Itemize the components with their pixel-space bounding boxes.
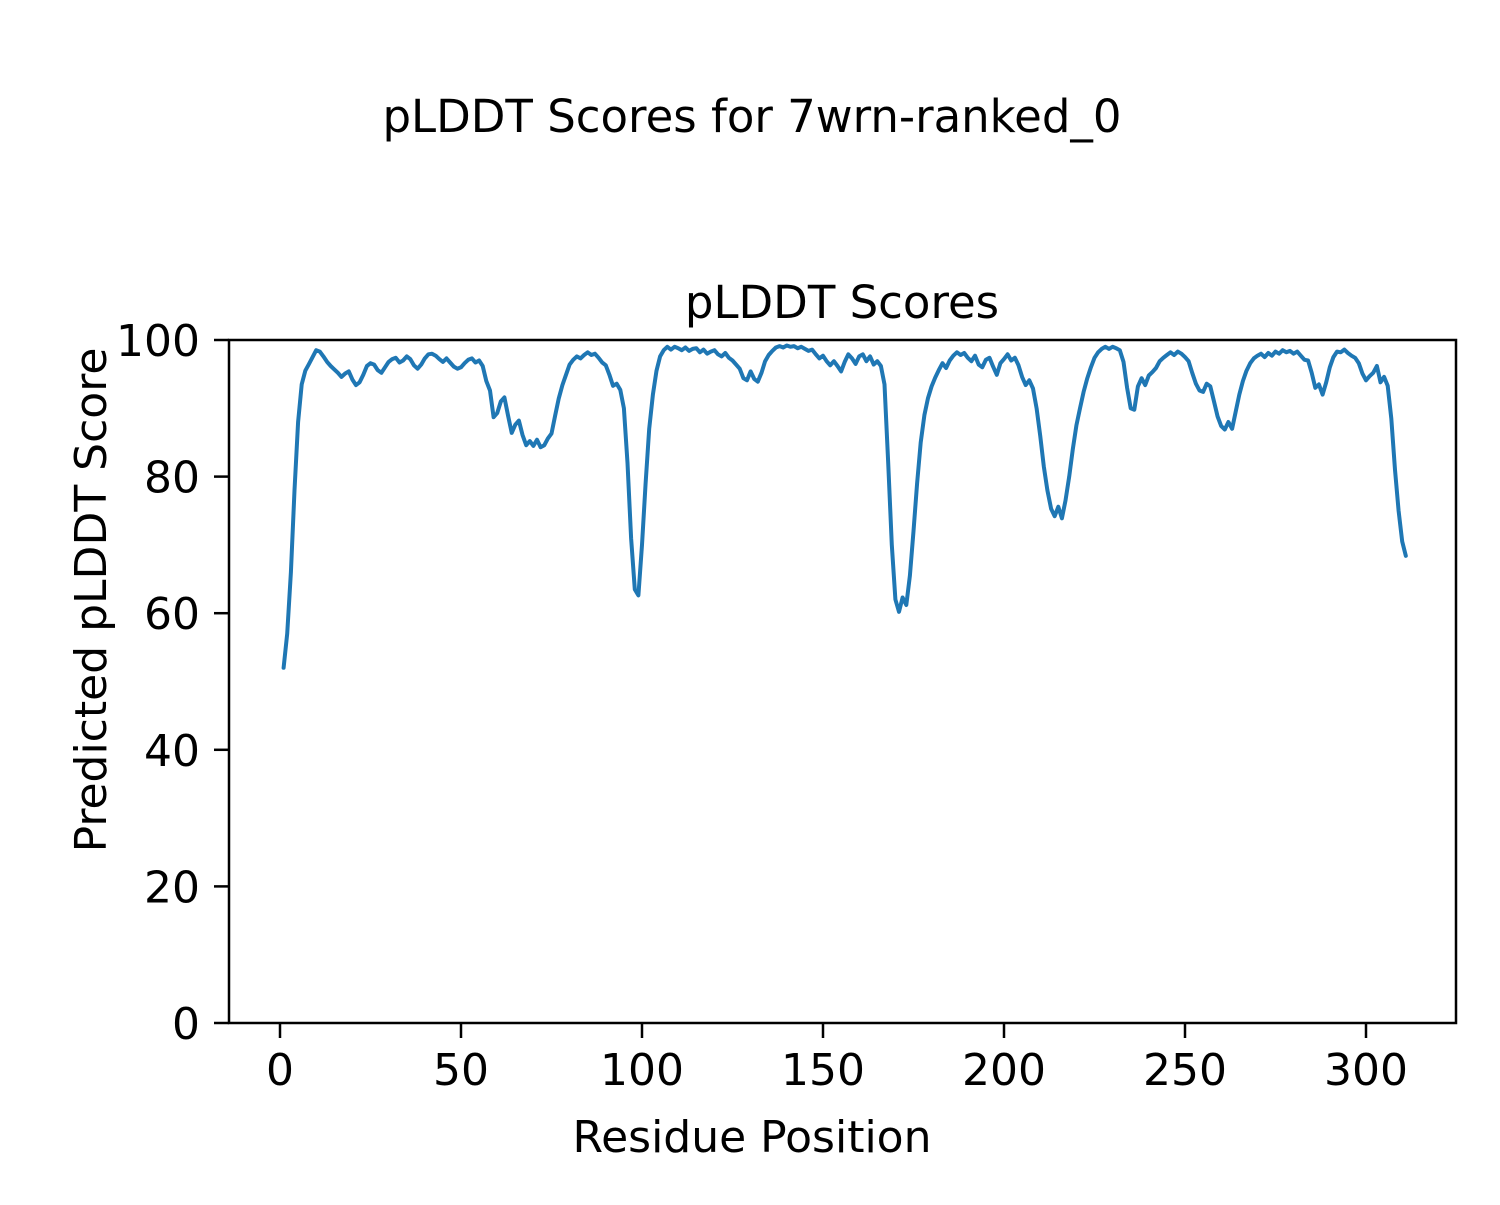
y-tick-label: 20 (144, 862, 200, 913)
y-tick-label: 80 (144, 453, 200, 504)
x-tick-label: 250 (1143, 1045, 1227, 1096)
figure-title: pLDDT Scores for 7wrn-ranked_0 (382, 90, 1121, 143)
y-tick-label: 100 (116, 316, 200, 367)
x-tick-label: 150 (781, 1045, 865, 1096)
plot-area (229, 340, 1456, 1023)
y-tick-label: 60 (144, 589, 200, 640)
x-tick-label: 50 (433, 1045, 489, 1096)
axes: pLDDT Scores 0 50 100 150 200 250 300 0 20 40 60 8… (66, 276, 1458, 1163)
y-tick-label: 0 (172, 999, 200, 1050)
x-axis-ticks: 0 50 100 150 200 250 300 (266, 1023, 1408, 1096)
axes-title: pLDDT Scores (685, 276, 999, 329)
y-axis-ticks: 0 20 40 60 80 100 (116, 316, 229, 1050)
x-tick-label: 0 (266, 1045, 294, 1096)
x-axis-label: Residue Position (572, 1112, 931, 1163)
x-tick-label: 200 (962, 1045, 1046, 1096)
plddt-line (281, 343, 1408, 670)
axes-spines (227, 338, 1458, 1025)
x-tick-label: 300 (1324, 1045, 1408, 1096)
y-tick-label: 40 (144, 726, 200, 777)
y-axis-label: Predicted pLDDT Score (66, 348, 117, 853)
x-tick-label: 100 (600, 1045, 684, 1096)
